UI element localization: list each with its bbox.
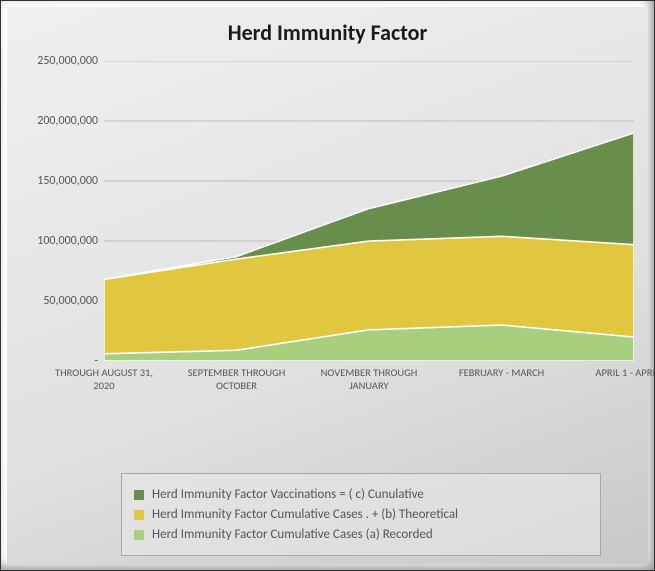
x-tick-label: APRIL 1 - APRIL 25 <box>579 366 655 379</box>
legend-item: Herd Immunity Factor Vaccinations = ( c)… <box>134 487 588 502</box>
chart-frame: Herd Immunity Factor -50,000,000100,000,… <box>0 0 655 571</box>
y-tick-label: 100,000,000 <box>37 234 98 248</box>
legend-item: Herd Immunity Factor Cumulative Cases (a… <box>134 527 588 542</box>
legend-swatch <box>134 490 144 500</box>
x-tick-label: SEPTEMBER THROUGH OCTOBER <box>182 366 292 392</box>
legend-label: Herd Immunity Factor Vaccinations = ( c)… <box>152 487 424 502</box>
legend-label: Herd Immunity Factor Cumulative Cases (a… <box>152 527 433 542</box>
legend-item: Herd Immunity Factor Cumulative Cases . … <box>134 507 588 522</box>
y-tick-label: 250,000,000 <box>37 54 98 68</box>
legend-swatch <box>134 510 144 520</box>
x-tick-label: THROUGH AUGUST 31, 2020 <box>49 366 159 392</box>
y-tick-label: 150,000,000 <box>37 174 98 188</box>
x-tick-label: NOVEMBER THROUGH JANUARY <box>314 366 424 392</box>
chart-title: Herd Immunity Factor <box>1 19 654 46</box>
x-tick-label: FEBRUARY - MARCH <box>447 366 557 379</box>
legend-label: Herd Immunity Factor Cumulative Cases . … <box>152 507 458 522</box>
area-series-group <box>104 133 634 361</box>
y-axis: -50,000,000100,000,000150,000,000200,000… <box>9 61 104 361</box>
y-tick-label: 50,000,000 <box>43 294 98 308</box>
legend: Herd Immunity Factor Vaccinations = ( c)… <box>121 473 601 556</box>
legend-swatch <box>134 530 144 540</box>
plot-area <box>104 61 634 361</box>
y-tick-label: 200,000,000 <box>37 114 98 128</box>
